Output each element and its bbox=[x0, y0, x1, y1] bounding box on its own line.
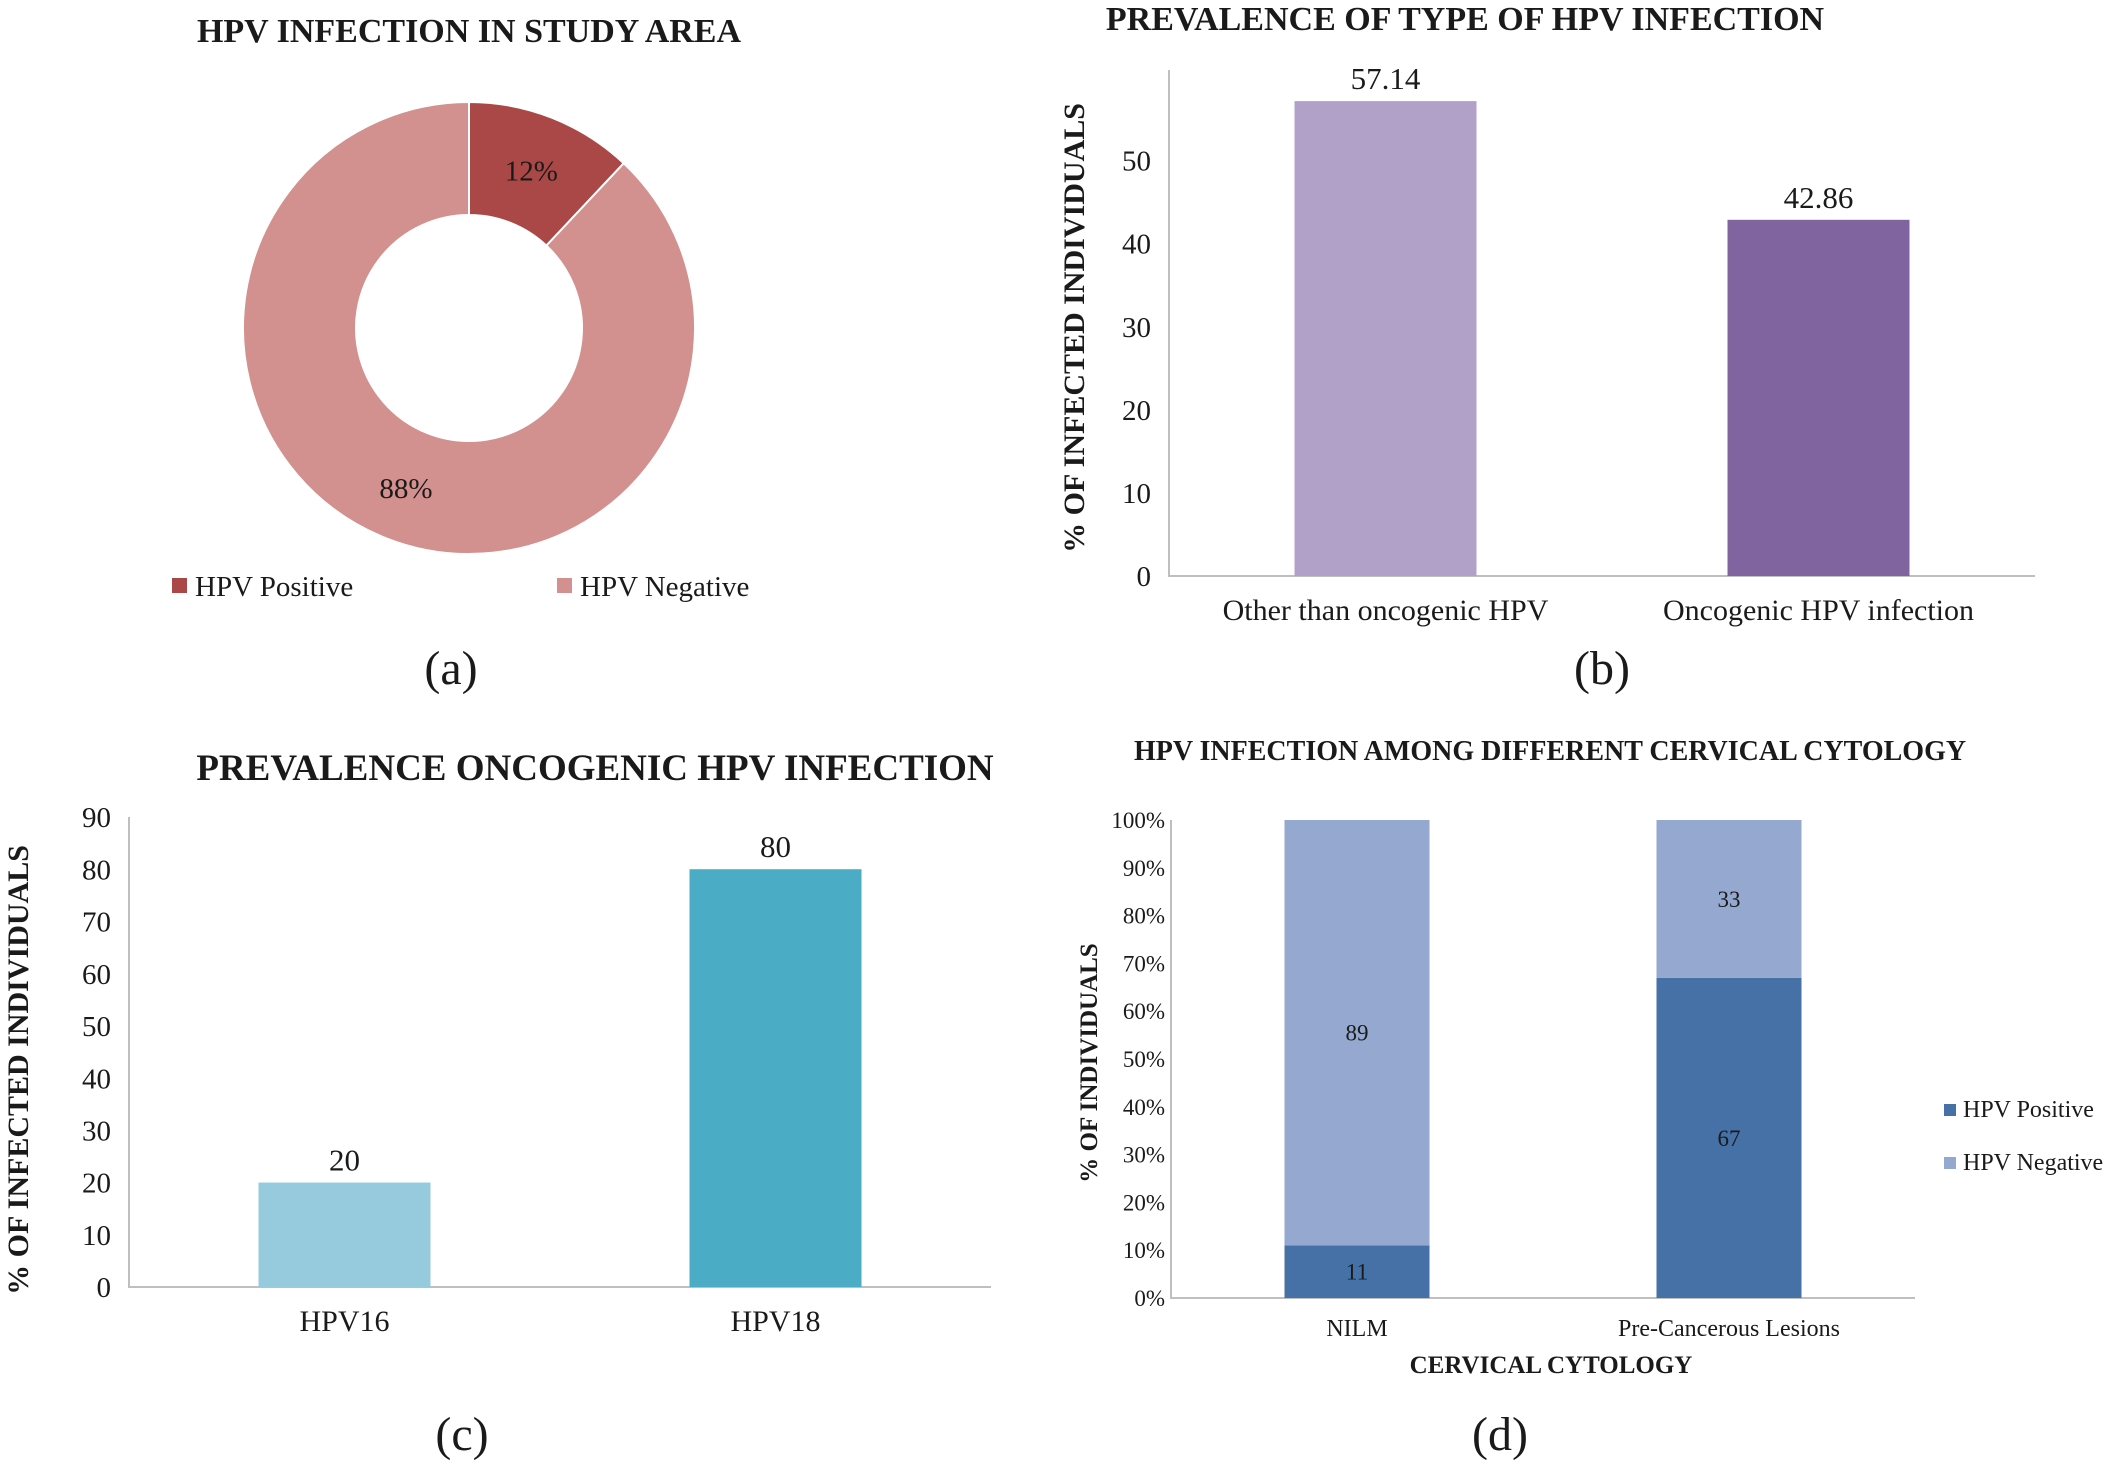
panel-d-y-ticks: 0% 10% 20% 30% 40% 50% 60% 70% 80% 90% 100% bbox=[1111, 808, 1165, 1311]
legend-swatch-hpv-negative bbox=[1944, 1157, 1956, 1169]
y-tick-label: 30 bbox=[82, 1115, 111, 1147]
bar-data-label-other-than-oncogenic-hpv: 57.14 bbox=[1351, 61, 1421, 96]
panel-d-label: (d) bbox=[1472, 1408, 1528, 1461]
y-tick-label: 70% bbox=[1123, 951, 1165, 976]
x-tick-label-nilm: NILM bbox=[1326, 1316, 1387, 1342]
y-tick-label: 10 bbox=[82, 1220, 111, 1252]
x-tick-label-oncogenic-hpv-infection: Oncogenic HPV infection bbox=[1663, 594, 1974, 627]
panel-d-legend: HPV Positive HPV Negative bbox=[1944, 1097, 2103, 1176]
bar-data-label-nilm-hpv-positive: 11 bbox=[1346, 1260, 1368, 1285]
y-tick-label: 70 bbox=[82, 907, 111, 939]
y-tick-label: 90 bbox=[82, 802, 111, 834]
panel-d-x-axis-title: CERVICAL CYTOLOGY bbox=[1410, 1352, 1693, 1379]
x-tick-label-hpv16: HPV16 bbox=[299, 1305, 389, 1338]
panel-d-x-tick-labels: NILM Pre-Cancerous Lesions bbox=[1326, 1316, 1840, 1342]
x-tick-label-other-than-oncogenic-hpv: Other than oncogenic HPV bbox=[1223, 594, 1549, 627]
bar-data-label-nilm-hpv-negative: 89 bbox=[1346, 1021, 1369, 1046]
donut-slice-hpv-negative bbox=[242, 100, 696, 555]
legend-label-hpv-positive: HPV Positive bbox=[1963, 1097, 2094, 1123]
panel-b-bars: 57.14 42.86 bbox=[1294, 61, 1910, 576]
y-tick-label: 10 bbox=[1122, 478, 1151, 510]
donut-data-label-hpv-positive: 12% bbox=[505, 155, 558, 187]
panel-b-x-tick-labels: Other than oncogenic HPV Oncogenic HPV in… bbox=[1223, 594, 1974, 627]
panel-b-y-axis-title: % OF INFECTED INDIVIDUALS bbox=[1058, 103, 1091, 553]
donut-data-label-hpv-negative: 88% bbox=[379, 473, 432, 505]
bar-data-label-hpv18: 80 bbox=[760, 829, 791, 864]
y-tick-label: 60% bbox=[1123, 999, 1165, 1024]
panel-b-title: PREVALENCE OF TYPE OF HPV INFECTION bbox=[1106, 1, 1825, 38]
legend-swatch-hpv-positive bbox=[172, 578, 187, 593]
legend-swatch-hpv-negative bbox=[557, 578, 572, 593]
bar-data-label-oncogenic-hpv-infection: 42.86 bbox=[1784, 180, 1854, 215]
y-tick-label: 20% bbox=[1123, 1190, 1165, 1215]
legend-label-hpv-negative: HPV Negative bbox=[1963, 1150, 2103, 1176]
panel-c-axes bbox=[128, 817, 991, 1288]
y-tick-label: 30 bbox=[1122, 312, 1151, 344]
bar-segment-nilm-hpv-negative bbox=[1284, 820, 1430, 1246]
y-tick-label: 50 bbox=[1122, 146, 1151, 178]
bar-segment-nilm-hpv-positive bbox=[1284, 1245, 1430, 1298]
donut-data-labels: 12% 88% bbox=[379, 155, 558, 505]
bar-oncogenic-hpv-infection bbox=[1727, 219, 1910, 576]
bar-other-than-oncogenic-hpv bbox=[1294, 101, 1477, 576]
panel-a-title: HPV INFECTION IN STUDY AREA bbox=[197, 13, 742, 50]
y-tick-label: 30% bbox=[1123, 1143, 1165, 1168]
y-tick-label: 0 bbox=[97, 1272, 112, 1304]
x-tick-label-hpv18: HPV18 bbox=[730, 1305, 820, 1338]
panel-a-label: (a) bbox=[424, 642, 477, 695]
panel-d-title: HPV INFECTION AMONG DIFFERENT CERVICAL C… bbox=[1134, 736, 1966, 767]
y-tick-label: 0 bbox=[1137, 561, 1152, 593]
panel-b-bar-chart: PREVALENCE OF TYPE OF HPV INFECTION % OF… bbox=[1058, 1, 2035, 695]
panel-a-legend: HPV Positive HPV Negative bbox=[172, 571, 749, 603]
y-tick-label: 0% bbox=[1134, 1286, 1165, 1311]
y-tick-label: 20 bbox=[1122, 395, 1151, 427]
y-tick-label: 40% bbox=[1123, 1095, 1165, 1120]
bar-data-label-pre-cancerous-lesions-hpv-negative: 33 bbox=[1718, 887, 1741, 912]
y-tick-label: 50% bbox=[1123, 1047, 1165, 1072]
y-tick-label: 100% bbox=[1111, 808, 1165, 833]
legend-label-hpv-negative: HPV Negative bbox=[580, 571, 749, 603]
legend-swatch-hpv-positive bbox=[1944, 1104, 1956, 1116]
panel-c-title: PREVALENCE ONCOGENIC HPV INFECTION bbox=[196, 748, 994, 789]
panel-b-y-ticks: 0 10 20 30 40 50 bbox=[1122, 146, 1151, 594]
y-tick-label: 40 bbox=[82, 1063, 111, 1095]
y-tick-label: 80 bbox=[82, 854, 111, 886]
x-tick-label-pre-cancerous-lesions: Pre-Cancerous Lesions bbox=[1618, 1316, 1840, 1342]
panel-c-y-ticks: 0 10 20 30 40 50 60 70 80 90 bbox=[82, 802, 111, 1304]
y-tick-label: 40 bbox=[1122, 229, 1151, 261]
panel-d-y-axis-title: % OF INDIVIDUALS bbox=[1076, 943, 1103, 1182]
panel-c-x-tick-labels: HPV16 HPV18 bbox=[299, 1305, 820, 1338]
panel-b-label: (b) bbox=[1574, 642, 1630, 695]
y-tick-label: 90% bbox=[1123, 856, 1165, 881]
bar-segment-pre-cancerous-lesions-hpv-positive bbox=[1656, 977, 1802, 1298]
bar-data-label-pre-cancerous-lesions-hpv-positive: 67 bbox=[1718, 1126, 1741, 1151]
panel-d-stacked-bar-chart: HPV INFECTION AMONG DIFFERENT CERVICAL C… bbox=[1076, 736, 2103, 1461]
bar-data-label-hpv16: 20 bbox=[329, 1143, 360, 1178]
bar-hpv18 bbox=[689, 869, 862, 1287]
panel-c-y-axis-title: % OF INFECTED INDIVIDUALS bbox=[2, 845, 35, 1295]
panel-c-label: (c) bbox=[435, 1408, 488, 1461]
panel-c-bar-chart: PREVALENCE ONCOGENIC HPV INFECTION % OF … bbox=[2, 748, 994, 1461]
y-tick-label: 50 bbox=[82, 1011, 111, 1043]
panel-a-donut-chart: HPV INFECTION IN STUDY AREA 12% 88% HPV P… bbox=[172, 13, 749, 695]
bar-segment-pre-cancerous-lesions-hpv-negative bbox=[1656, 820, 1802, 978]
y-tick-label: 80% bbox=[1123, 904, 1165, 929]
bar-hpv16 bbox=[258, 1182, 431, 1287]
y-tick-label: 60 bbox=[82, 959, 111, 991]
panel-d-axes bbox=[1170, 820, 1915, 1299]
panel-d-stacked-bars: 11 89 67 33 bbox=[1284, 820, 1802, 1298]
legend-label-hpv-positive: HPV Positive bbox=[195, 571, 353, 603]
y-tick-label: 10% bbox=[1123, 1238, 1165, 1263]
donut-slices bbox=[242, 100, 696, 555]
y-tick-label: 20 bbox=[82, 1168, 111, 1200]
